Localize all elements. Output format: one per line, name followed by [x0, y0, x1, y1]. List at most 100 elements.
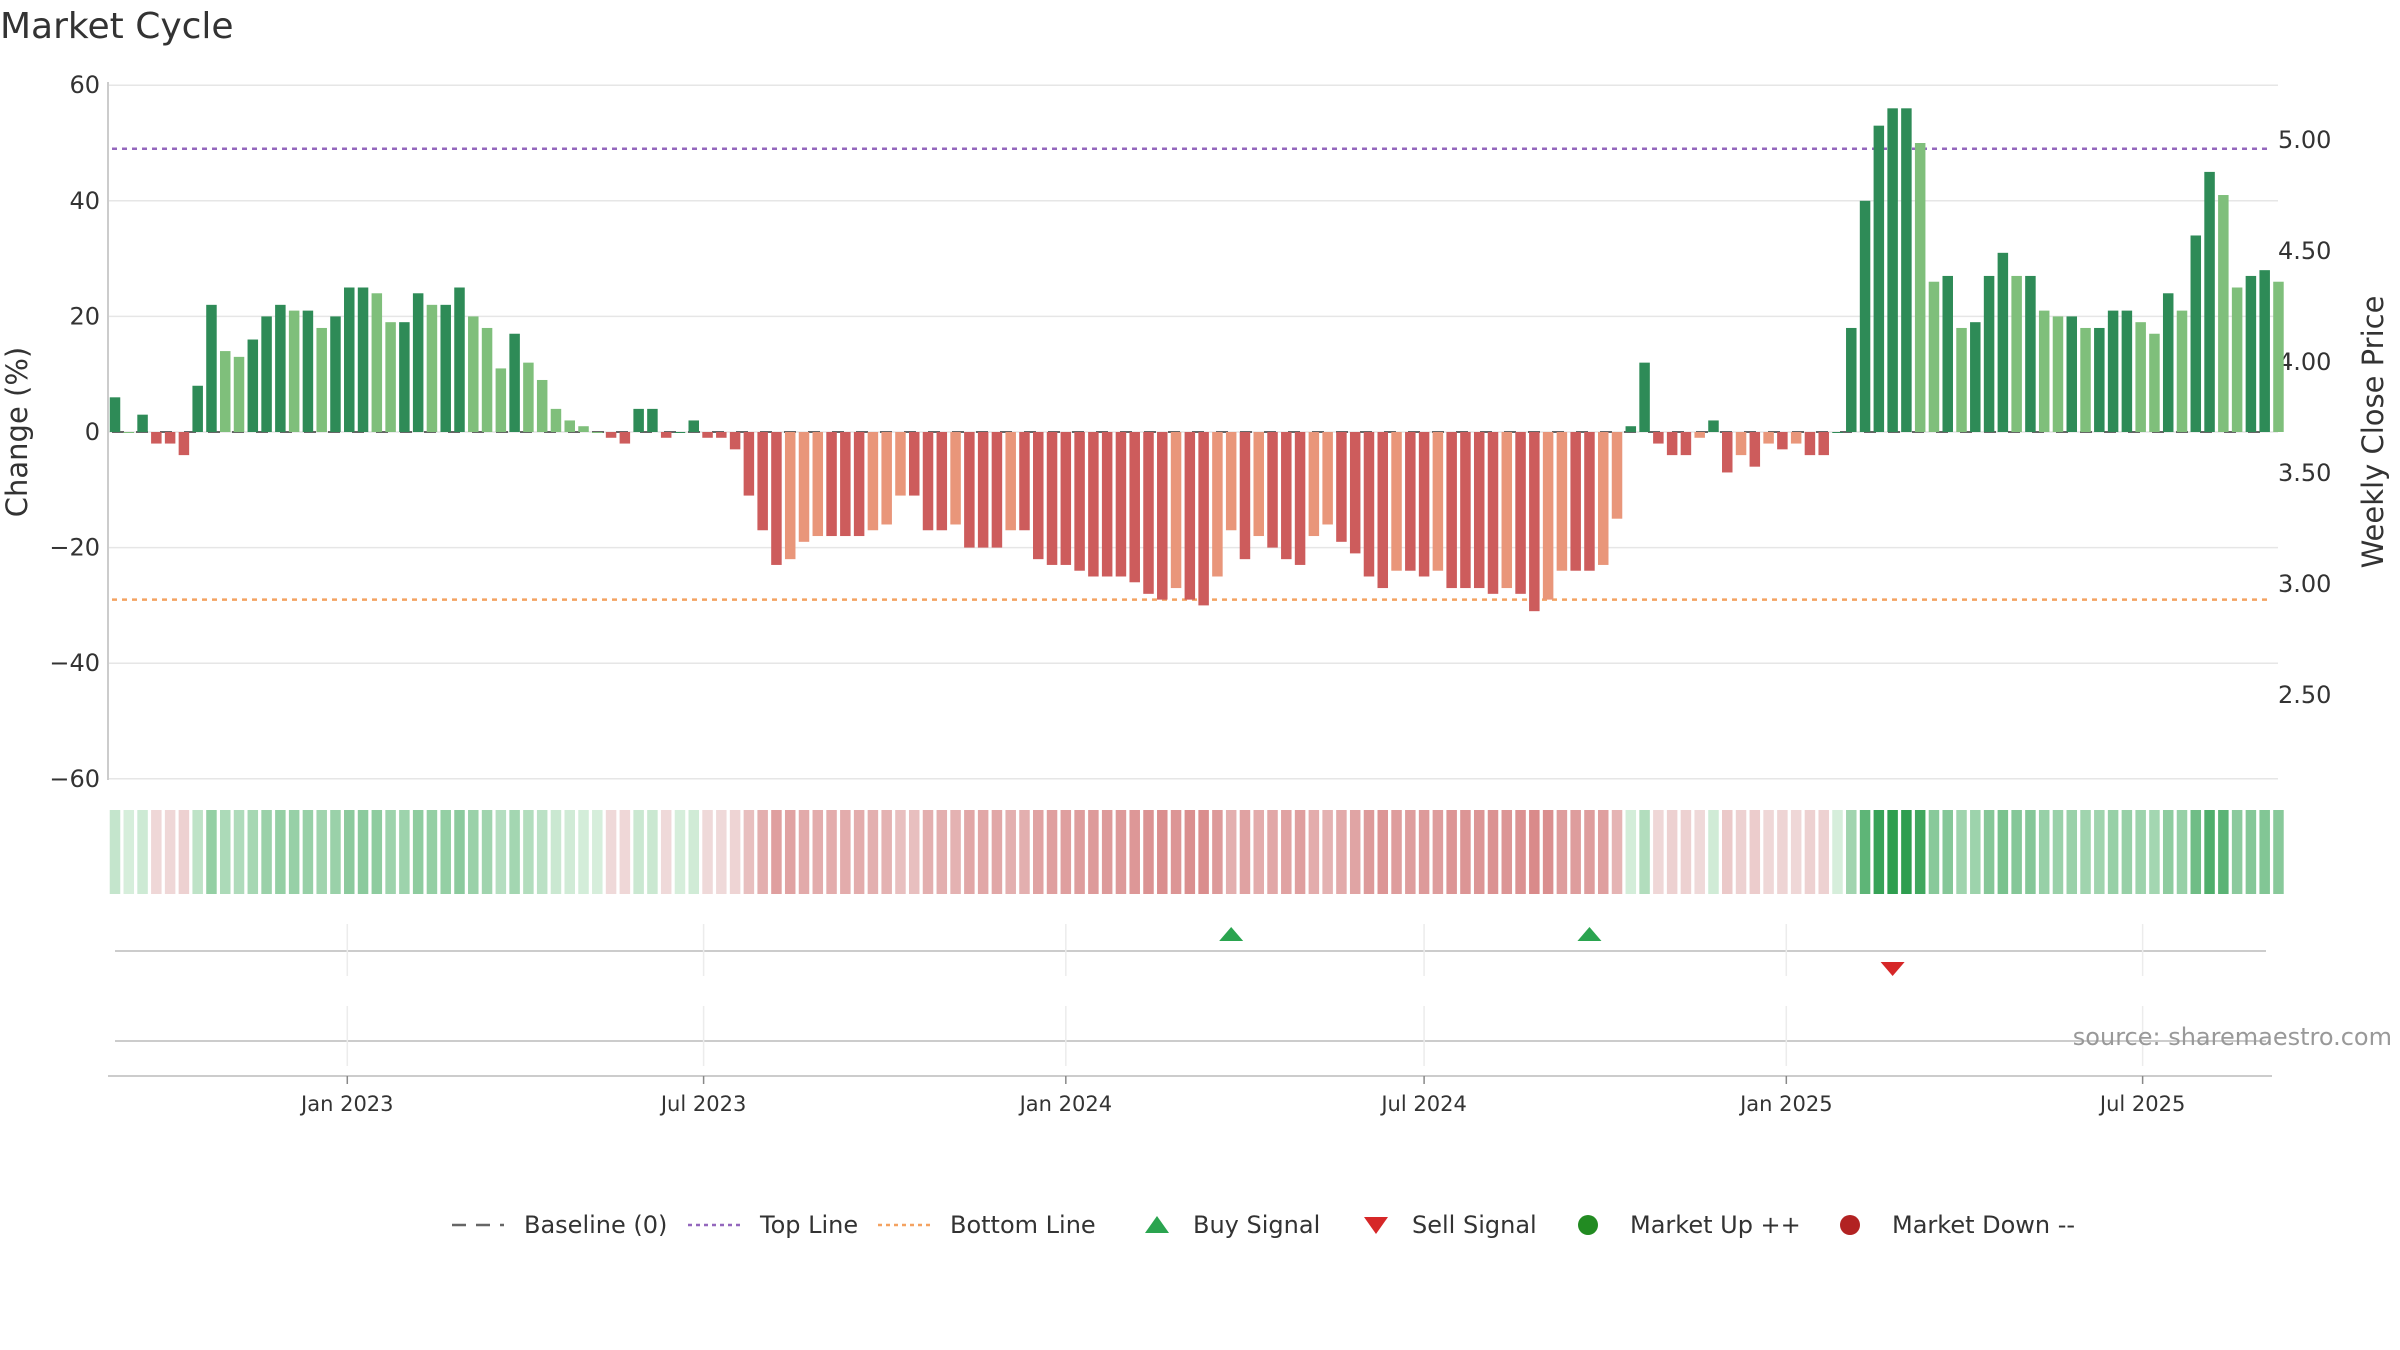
- bar: [1033, 432, 1044, 560]
- heat-cell: [440, 810, 451, 894]
- heat-cell: [564, 810, 575, 894]
- bar: [2025, 275, 2036, 432]
- bar: [1639, 362, 1650, 432]
- heat-cell: [468, 810, 479, 894]
- heat-cell: [109, 810, 121, 894]
- heat-cell: [1529, 810, 1540, 894]
- right-y-tick-label: 2.50: [2278, 681, 2331, 709]
- bar: [2149, 333, 2160, 432]
- bar: [1790, 432, 1802, 444]
- bar: [908, 432, 920, 496]
- bar: [798, 432, 810, 542]
- heat-cell: [2107, 810, 2119, 894]
- source-note: source: sharemaestro.com: [2073, 1023, 2392, 1051]
- heat-cell: [1735, 810, 1747, 894]
- bar: [895, 432, 906, 496]
- heat-cell: [826, 810, 837, 894]
- bar: [1956, 327, 1967, 432]
- heat-cell: [385, 810, 396, 894]
- bar: [192, 385, 203, 432]
- heat-cell: [206, 810, 217, 894]
- chart-title: Market Cycle: [0, 6, 234, 47]
- legend-item: Baseline (0): [452, 1211, 667, 1239]
- bar: [853, 432, 865, 537]
- x-tick-label: Jul 2024: [1379, 1092, 1466, 1116]
- legend-item: Top Line: [688, 1211, 858, 1239]
- bar: [1859, 200, 1871, 432]
- bar: [757, 432, 768, 531]
- heat-cell: [261, 810, 272, 894]
- heat-cell: [798, 810, 810, 894]
- heat-cell: [1584, 810, 1595, 894]
- legend-label: Top Line: [759, 1211, 858, 1239]
- right-y-tick-label: 3.50: [2278, 459, 2331, 487]
- heat-cell: [219, 810, 231, 894]
- heat-cell: [1033, 810, 1044, 894]
- bar: [1198, 432, 1209, 606]
- signal-panel: [115, 927, 2266, 1042]
- heat-cell: [578, 810, 589, 894]
- bar: [1294, 432, 1306, 565]
- heat-cell: [2245, 810, 2257, 894]
- bar: [481, 327, 493, 432]
- heat-cell: [247, 810, 259, 894]
- bar: [592, 432, 603, 433]
- y-axis-label: Change (%): [0, 347, 34, 517]
- heat-cell: [1473, 810, 1485, 894]
- heat-cell: [1253, 810, 1264, 894]
- heat-cell: [1446, 810, 1457, 894]
- bar: [2176, 310, 2188, 432]
- heat-cell: [1019, 810, 1030, 894]
- heat-cell: [716, 810, 727, 894]
- heat-cell: [1956, 810, 1967, 894]
- legend-swatch-buy: [1145, 1216, 1169, 1233]
- y-tick-label: 0: [85, 418, 100, 446]
- heat-cell: [550, 810, 562, 894]
- bar: [1749, 432, 1761, 467]
- bar: [660, 432, 672, 438]
- bar: [1694, 432, 1705, 438]
- right-y-tick-label: 4.00: [2278, 348, 2331, 376]
- bar: [977, 432, 989, 548]
- bar: [1597, 432, 1609, 565]
- bar: [2052, 316, 2064, 432]
- bar: [1487, 432, 1499, 594]
- legend-item: Market Up ++: [1578, 1211, 1801, 1239]
- heat-cell: [1611, 810, 1623, 894]
- bar: [840, 432, 851, 537]
- heat-cell: [702, 810, 713, 894]
- bar: [137, 414, 148, 432]
- bar: [716, 432, 727, 438]
- legend-swatch-circle: [1578, 1215, 1598, 1235]
- bar: [1115, 432, 1127, 577]
- heat-cell: [1901, 810, 1912, 894]
- heat-cell: [1639, 810, 1650, 894]
- bar: [1349, 432, 1361, 554]
- heat-cell: [2080, 810, 2091, 894]
- bar: [1887, 108, 1898, 432]
- bar: [164, 432, 176, 444]
- heat-cell: [233, 810, 245, 894]
- bar: [1377, 432, 1389, 589]
- heat-cell: [881, 810, 892, 894]
- heat-cell: [674, 810, 686, 894]
- heat-cell: [1336, 810, 1347, 894]
- bar: [605, 432, 617, 438]
- heat-cell: [729, 810, 741, 894]
- y-tick-label: −60: [49, 765, 100, 793]
- bar: [316, 327, 327, 432]
- heat-cell: [1597, 810, 1609, 894]
- bar: [1942, 275, 1953, 432]
- heat-cell: [2135, 810, 2146, 894]
- heat-cell: [1088, 810, 1099, 894]
- heat-cell: [1666, 810, 1678, 894]
- heat-cell: [1942, 810, 1953, 894]
- bar: [647, 408, 658, 432]
- bar: [151, 432, 162, 444]
- bar: [1763, 432, 1774, 444]
- bar: [1281, 432, 1292, 560]
- heat-cell: [1322, 810, 1333, 894]
- bar: [2162, 293, 2174, 432]
- heat-cell: [1418, 810, 1430, 894]
